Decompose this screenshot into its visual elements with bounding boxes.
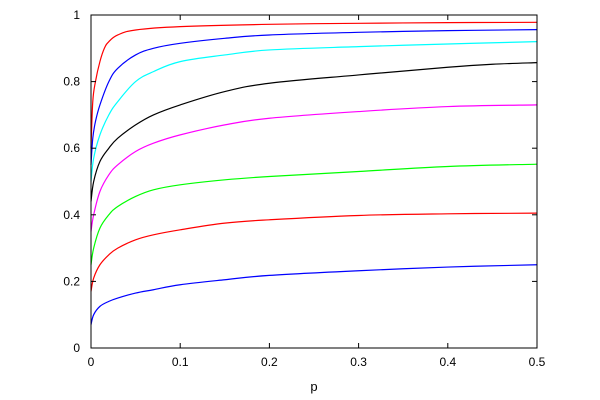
series-line-6 <box>90 163 538 265</box>
series-line-4 <box>90 62 538 202</box>
y-tick-label: 0.8 <box>63 75 80 89</box>
y-tick-label: 1 <box>73 8 80 22</box>
series-line-2 <box>90 29 538 165</box>
series-line-5 <box>90 104 538 232</box>
y-tick-label: 0.4 <box>63 208 80 222</box>
x-tick-label: 0.4 <box>439 355 456 369</box>
series-line-7 <box>90 212 538 292</box>
series-line-1 <box>90 21 538 149</box>
x-tick-label: 0.2 <box>261 355 278 369</box>
y-tick-label: 0 <box>73 341 80 355</box>
ticks-layer: 0 0.1 0.2 0.3 0.4 0.5 0 0.2 0.4 0.6 0.8 1 <box>63 8 545 369</box>
x-tick-label: 0.3 <box>350 355 367 369</box>
series-line-3 <box>90 41 538 182</box>
series-line-8 <box>90 264 538 325</box>
x-axis-label: p <box>310 379 317 394</box>
y-tick-label: 0.2 <box>63 274 80 288</box>
plot-frame <box>90 14 538 349</box>
x-tick-label: 0 <box>88 355 95 369</box>
x-tick-label: 0.1 <box>172 355 189 369</box>
y-tick-label: 0.6 <box>63 141 80 155</box>
series-layer <box>90 21 538 325</box>
x-tick-label: 0.5 <box>529 355 546 369</box>
